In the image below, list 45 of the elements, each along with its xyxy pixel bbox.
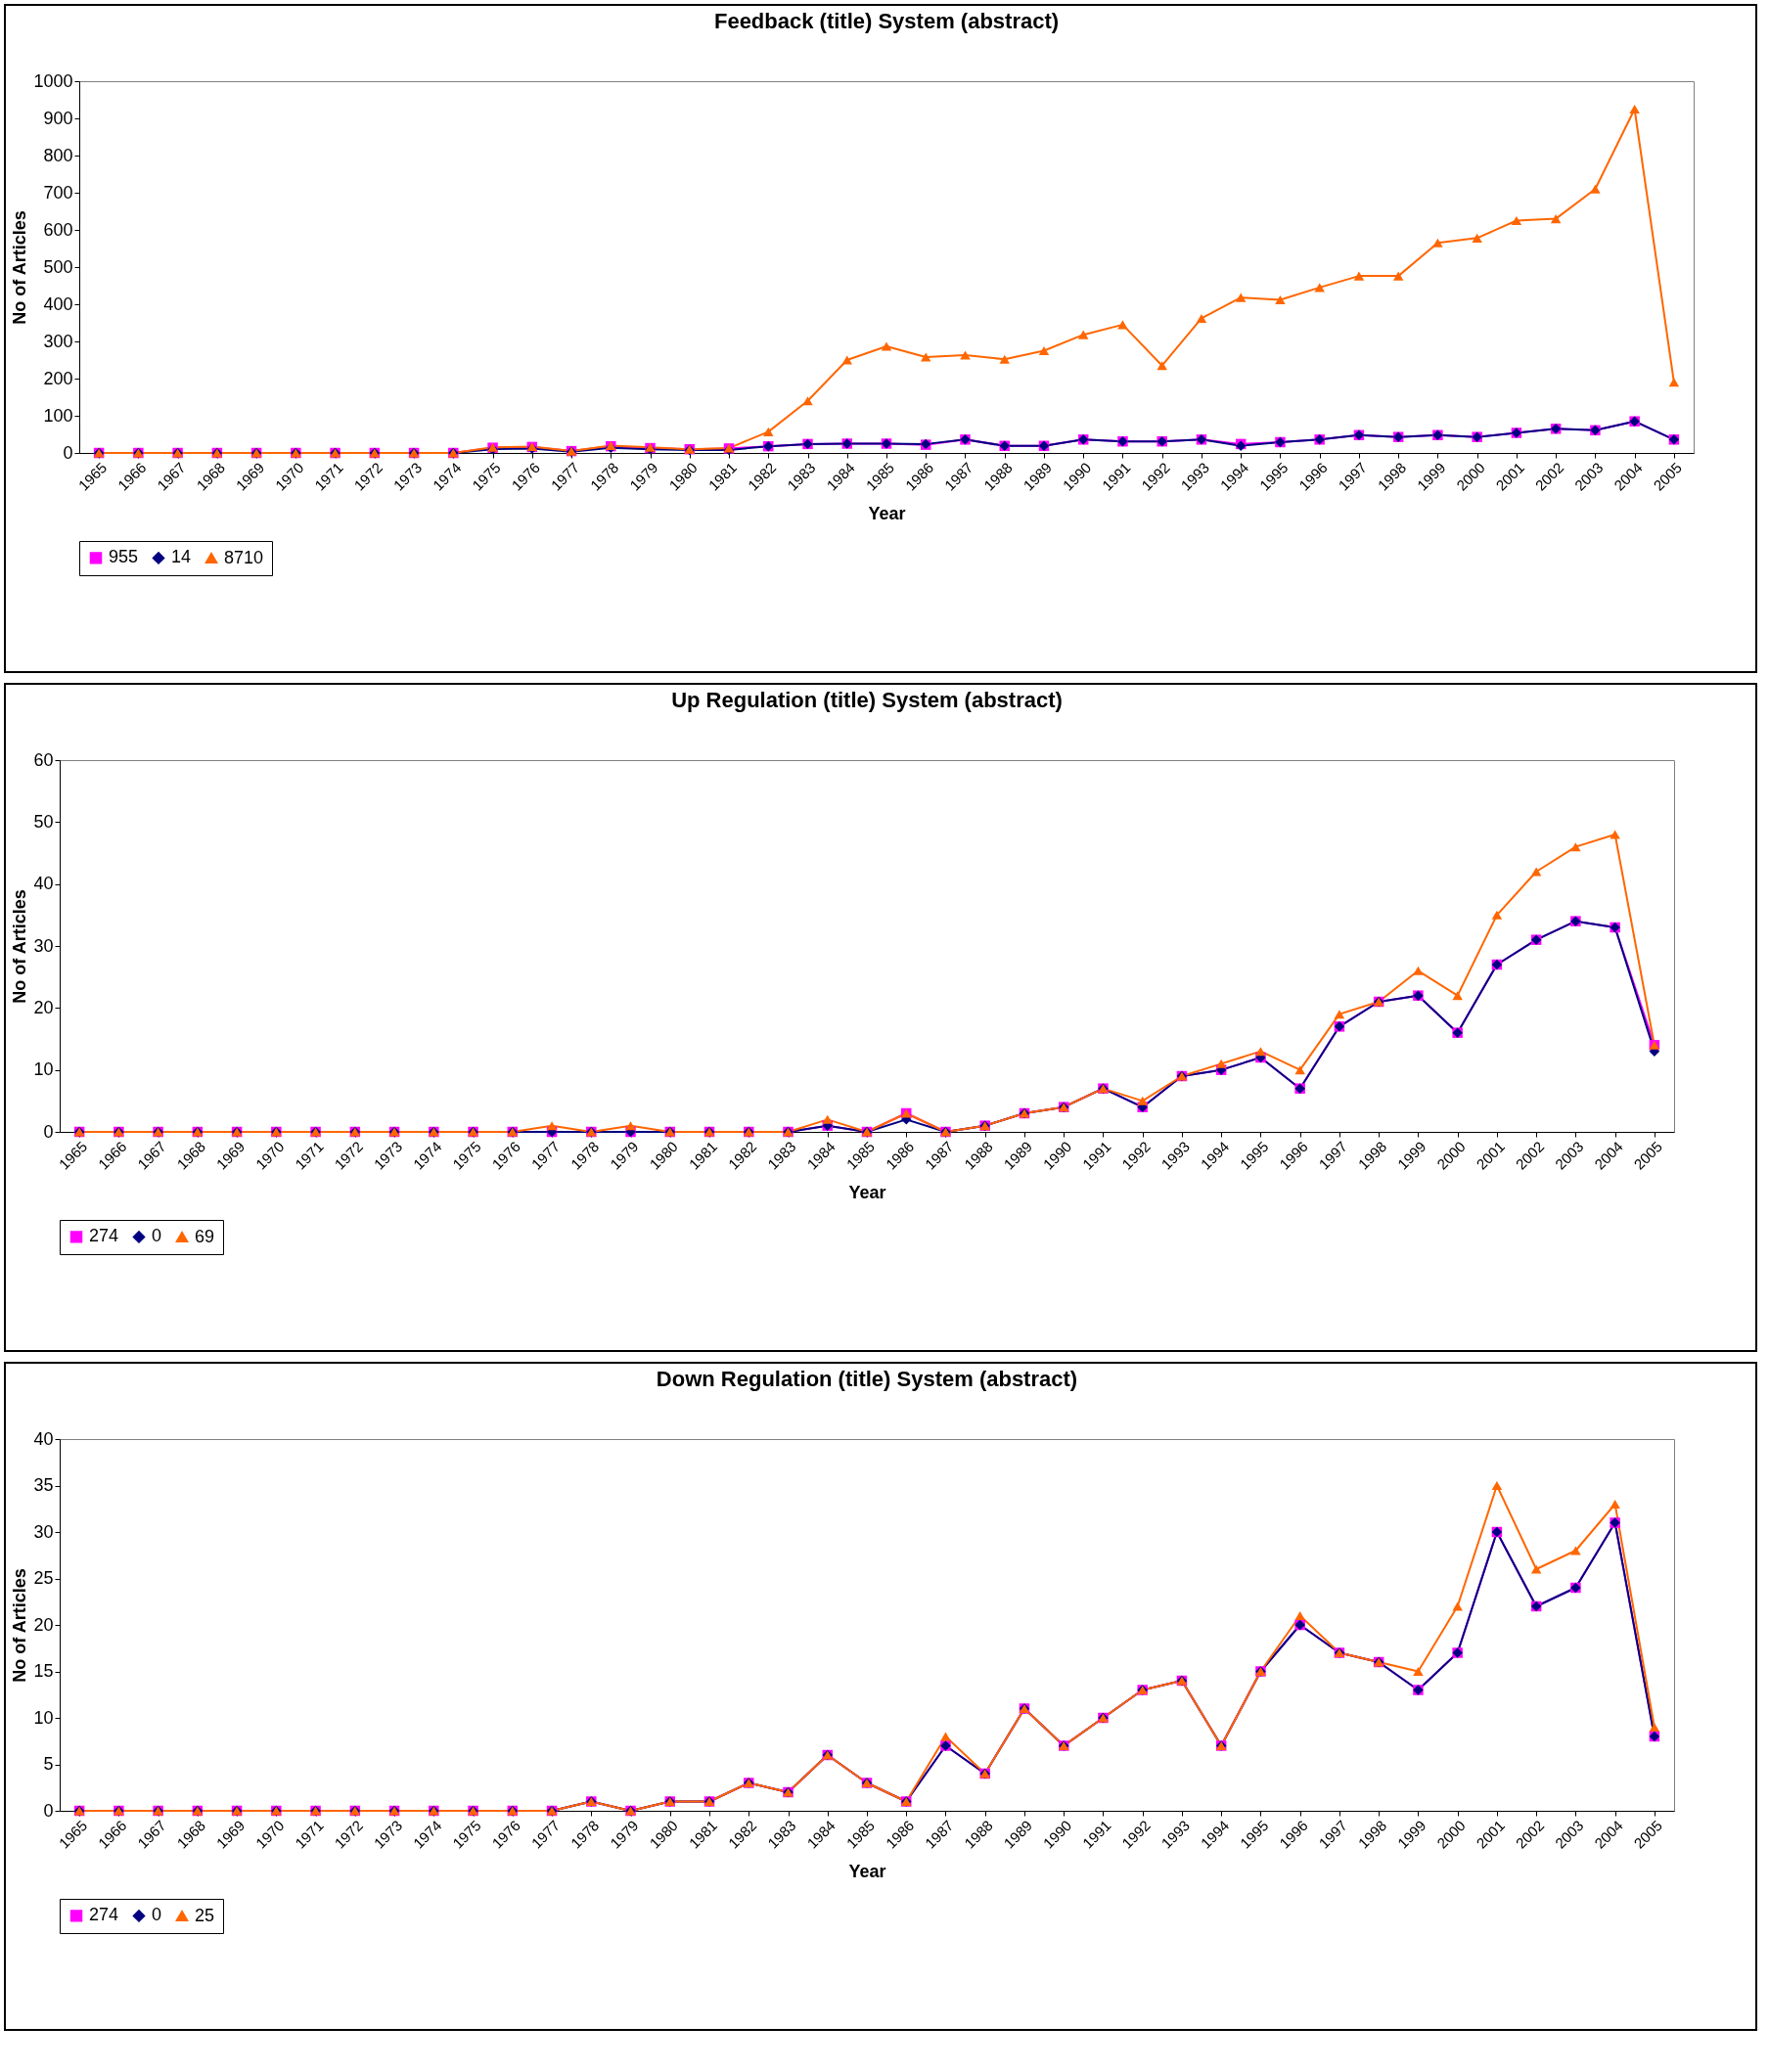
y-tick-label: 800 xyxy=(43,145,73,165)
y-tick-label: 30 xyxy=(33,1521,54,1542)
x-axis-title: Year xyxy=(848,1861,886,1881)
y-tick-label: 500 xyxy=(43,256,73,277)
legend-label: 274 xyxy=(89,1905,119,1925)
y-axis-title: No of Articles xyxy=(10,889,30,1004)
legend-label: 0 xyxy=(152,1226,162,1246)
x-axis-title: Year xyxy=(848,1182,886,1202)
legend-label: 14 xyxy=(171,547,192,567)
y-tick-label: 25 xyxy=(33,1568,54,1588)
chart-title: Down Regulation (title) System (abstract) xyxy=(656,1367,1078,1391)
y-tick-label: 40 xyxy=(33,874,54,894)
y-tick-label: 200 xyxy=(43,368,73,388)
y-tick-label: 1000 xyxy=(33,70,73,91)
y-tick-label: 300 xyxy=(43,331,73,351)
y-tick-label: 10 xyxy=(33,1707,54,1728)
y-tick-label: 400 xyxy=(43,293,73,314)
y-axis-title: No of Articles xyxy=(10,210,30,325)
y-tick-label: 900 xyxy=(43,108,73,128)
y-tick-label: 10 xyxy=(33,1059,54,1080)
chart-title: Up Regulation (title) System (abstract) xyxy=(671,688,1063,712)
legend-label: 274 xyxy=(89,1226,119,1246)
x-axis-title: Year xyxy=(868,503,906,523)
legend-label: 25 xyxy=(195,1905,215,1925)
y-tick-label: 15 xyxy=(33,1661,54,1681)
y-tick-label: 600 xyxy=(43,219,73,240)
y-tick-label: 35 xyxy=(33,1475,54,1495)
y-tick-label: 20 xyxy=(33,1614,54,1635)
legend-label: 8710 xyxy=(224,547,264,567)
y-tick-label: 0 xyxy=(43,1800,54,1821)
y-tick-label: 0 xyxy=(63,442,73,463)
y-tick-label: 30 xyxy=(33,935,54,956)
legend-label: 955 xyxy=(109,547,139,567)
y-tick-label: 60 xyxy=(33,749,54,770)
y-tick-label: 100 xyxy=(43,405,73,426)
y-tick-label: 40 xyxy=(33,1428,54,1449)
y-axis-title: No of Articles xyxy=(10,1568,30,1683)
y-tick-label: 20 xyxy=(33,997,54,1017)
y-tick-label: 0 xyxy=(43,1121,54,1142)
legend-label: 0 xyxy=(152,1905,162,1925)
y-tick-label: 5 xyxy=(43,1754,54,1774)
y-tick-label: 50 xyxy=(33,811,54,832)
legend-label: 69 xyxy=(195,1226,215,1246)
chart-title: Feedback (title) System (abstract) xyxy=(713,9,1060,33)
y-tick-label: 700 xyxy=(43,182,73,203)
